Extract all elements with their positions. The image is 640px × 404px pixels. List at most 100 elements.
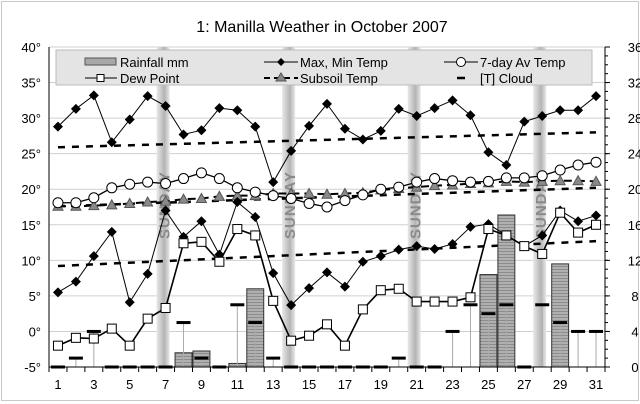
- max-temp-point: [196, 125, 207, 136]
- dew-point-point: [286, 335, 297, 346]
- max-temp-point: [124, 114, 135, 125]
- right-tick-label: 4: [631, 324, 638, 339]
- 7day-point: [518, 172, 530, 184]
- sunday-bands: SUNDAYSUNDAYSUNDAYSUNDAY: [156, 47, 550, 367]
- min-temp-point: [537, 230, 548, 241]
- subsoil-point: [321, 188, 333, 199]
- x-tick-label: 13: [266, 377, 280, 392]
- 7day-point: [178, 173, 190, 185]
- legend-diamond-icon: [277, 58, 285, 66]
- x-tick-label: 5: [126, 377, 133, 392]
- max-temp-point: [268, 177, 279, 188]
- max-temp-point: [160, 101, 171, 112]
- left-tick-label: 40°: [21, 40, 41, 55]
- right-tick-label: 36: [628, 40, 640, 55]
- left-tick-label: 35°: [21, 76, 41, 91]
- x-tick-label: 1: [54, 377, 61, 392]
- min-temp-point: [196, 216, 207, 227]
- 7day-line: [57, 161, 597, 208]
- 7day-point: [572, 159, 584, 171]
- subsoil-point: [554, 174, 567, 186]
- min-temp-point: [465, 221, 476, 232]
- subsoil-point: [105, 198, 118, 210]
- 7day-point: [536, 170, 548, 182]
- min-temp-point: [52, 287, 63, 298]
- min-temp-point: [375, 251, 386, 262]
- dew-point-point: [88, 333, 99, 344]
- max-temp-point: [411, 110, 422, 121]
- cloud-markers: [50, 303, 604, 369]
- dew-point-point: [573, 227, 584, 238]
- sunday-label: SUNDAY: [282, 171, 299, 239]
- dew-point-point: [375, 285, 386, 296]
- 7day-point: [142, 176, 154, 188]
- 7day-point: [70, 197, 82, 209]
- right-tick-label: 12: [628, 253, 640, 268]
- subsoil-point: [123, 197, 136, 208]
- legend-7day: 7-day Av Temp: [480, 55, 566, 70]
- max-temp-point: [106, 137, 117, 148]
- max-temp-point: [483, 147, 494, 158]
- 7day-point: [321, 201, 333, 213]
- left-tick-label: 0°: [29, 324, 41, 339]
- right-tick-label: 20: [628, 182, 640, 197]
- subsoil-point: [87, 199, 100, 211]
- max-temp-point: [573, 105, 584, 116]
- dew-point-point: [501, 230, 512, 241]
- dew-point-point: [106, 323, 117, 334]
- dew-point-point: [178, 238, 189, 249]
- 7day-point: [160, 178, 172, 190]
- min-temp-point: [429, 243, 440, 254]
- subsoil-point: [572, 174, 584, 186]
- max-temp-point: [465, 110, 476, 121]
- legend-triangle-icon: [275, 72, 287, 82]
- 7day-point: [285, 192, 297, 204]
- dew-point-point: [142, 313, 153, 324]
- legend-rainfall: Rainfall mm: [120, 55, 189, 70]
- min-temp-point: [322, 267, 332, 278]
- legend-box: [55, 49, 593, 86]
- legend-dew: Dew Point: [120, 71, 180, 86]
- 7day-point: [249, 186, 261, 198]
- max-temp-point: [357, 134, 368, 145]
- dew-point-point: [393, 283, 404, 294]
- dew-point-point: [124, 340, 135, 351]
- subsoil-point: [428, 179, 441, 191]
- dew-point-point: [537, 248, 548, 259]
- x-tick-label: 23: [445, 377, 459, 392]
- max-temp-point: [250, 121, 261, 132]
- max-temp-point: [52, 121, 63, 132]
- 7day-point: [482, 175, 494, 187]
- 7day-point: [429, 173, 441, 185]
- left-tick-label: 20°: [21, 182, 41, 197]
- 7day-point: [52, 197, 64, 209]
- max-temp-point: [447, 95, 458, 106]
- sunday-band: [533, 47, 547, 367]
- max-temp-point: [322, 98, 332, 109]
- x-tick-label: 29: [553, 377, 567, 392]
- dew-point-point: [519, 241, 530, 252]
- subsoil-point: [590, 175, 602, 186]
- subsoil-point: [177, 193, 190, 204]
- dew-point-point: [465, 292, 476, 303]
- max-temp-point: [429, 103, 440, 114]
- legend-square-icon: [96, 74, 105, 82]
- dew-point-point: [357, 304, 368, 315]
- 7day-point: [195, 167, 207, 179]
- legend-subsoil: Subsoil Temp: [300, 71, 378, 86]
- right-tick-label: 24: [628, 147, 640, 162]
- x-tick-label: 21: [409, 377, 423, 392]
- axes: -5° 0° 5° 10° 15° 20° 25° 30° 35° 40° 0 4 8 12 16 20 24 2…: [21, 40, 640, 392]
- min-temp-point: [591, 210, 602, 221]
- max-temp-point: [501, 160, 512, 171]
- max-temp-point: [555, 105, 566, 116]
- dew-point-point: [214, 256, 225, 267]
- 7day-point: [339, 195, 351, 207]
- dew-point-point: [339, 340, 350, 351]
- max-temp-point: [339, 123, 350, 134]
- 7day-point: [554, 164, 566, 176]
- max-temp-point: [375, 125, 386, 136]
- dew-point-point: [322, 319, 332, 330]
